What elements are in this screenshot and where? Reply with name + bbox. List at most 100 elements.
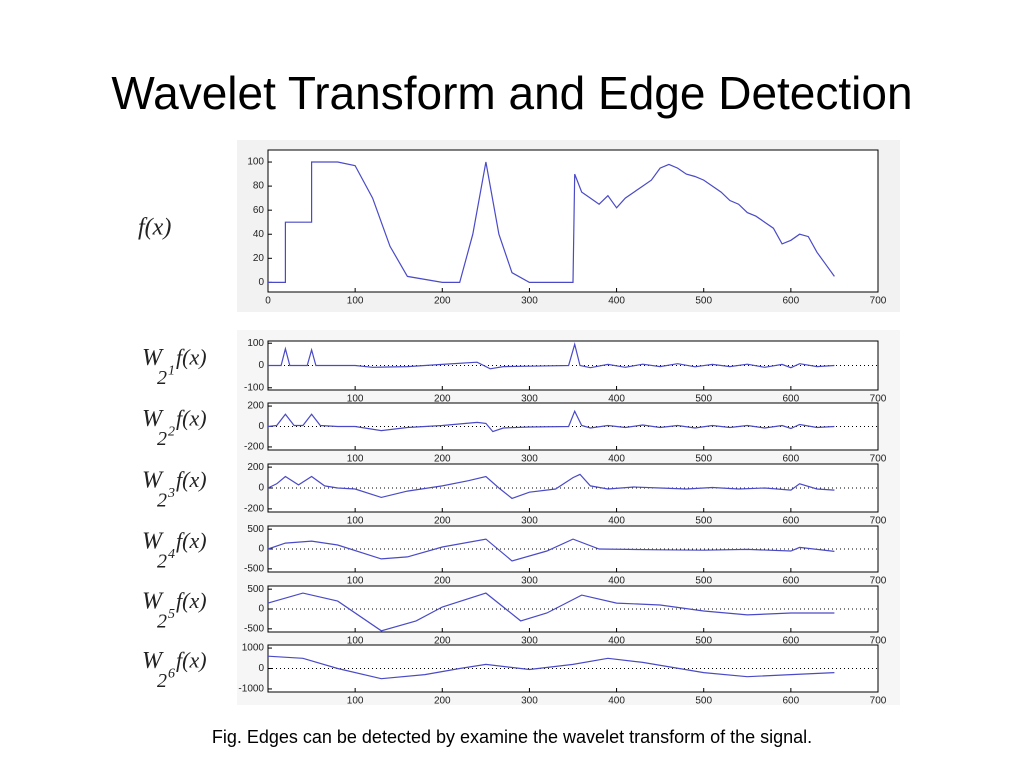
signal-line	[267, 538, 835, 562]
y-tick-label: 0	[258, 421, 264, 432]
x-tick-label: 700	[870, 576, 887, 587]
y-tick-label: 0	[258, 277, 264, 288]
x-tick-label: 500	[695, 576, 712, 587]
ylabel-fx: f(x)	[176, 528, 207, 553]
ylabel: f(x)	[138, 215, 171, 241]
x-tick-label: 0	[265, 296, 271, 307]
ylabel-fx: f(x)	[176, 345, 207, 370]
x-tick-label: 500	[695, 296, 712, 307]
signal-line	[268, 341, 835, 370]
y-tick-label: 1000	[242, 643, 265, 654]
caption: Fig. Edges can be detected by examine th…	[212, 727, 812, 747]
x-tick-label: 500	[695, 696, 712, 707]
signal-line	[267, 473, 835, 500]
ylabel-base: 2	[157, 490, 167, 512]
y-tick-label: -100	[244, 382, 264, 393]
y-tick-label: -1000	[238, 684, 264, 695]
signal-line	[268, 161, 835, 283]
x-tick-label: 100	[347, 296, 364, 307]
y-tick-label: 40	[253, 229, 265, 240]
ylabel-exp: 6	[168, 667, 175, 682]
x-tick-label: 100	[347, 576, 364, 587]
x-tick-label: 400	[608, 454, 625, 465]
ylabel-base: 2	[157, 367, 167, 389]
y-tick-label: 500	[247, 524, 264, 535]
x-tick-label: 400	[608, 576, 625, 587]
y-tick-label: -500	[244, 563, 264, 574]
ylabel-exp: 5	[168, 607, 175, 622]
ylabel-w: W	[142, 345, 164, 371]
x-tick-label: 400	[608, 696, 625, 707]
ylabel-base: 2	[157, 611, 167, 633]
x-tick-label: 700	[870, 394, 887, 405]
ylabel-fx: f(x)	[176, 648, 207, 673]
y-tick-label: 0	[258, 604, 264, 615]
x-tick-label: 100	[347, 636, 364, 647]
ylabel-base: 2	[157, 551, 167, 573]
x-tick-label: 300	[521, 636, 538, 647]
signal-line	[267, 592, 835, 632]
y-tick-label: 80	[253, 181, 265, 192]
ylabel-fx: f(x)	[176, 588, 207, 613]
x-tick-label: 100	[347, 394, 364, 405]
y-tick-label: 0	[258, 483, 264, 494]
x-tick-label: 400	[608, 394, 625, 405]
slide-title: Wavelet Transform and Edge Detection	[111, 67, 912, 119]
x-tick-label: 400	[608, 296, 625, 307]
x-tick-label: 400	[608, 636, 625, 647]
x-tick-label: 600	[783, 454, 800, 465]
x-tick-label: 600	[783, 636, 800, 647]
x-tick-label: 600	[783, 516, 800, 527]
x-tick-label: 500	[695, 394, 712, 405]
x-tick-label: 100	[347, 516, 364, 527]
ylabel-base: 2	[157, 670, 167, 692]
x-tick-label: 500	[695, 454, 712, 465]
ylabel-w: W	[142, 648, 164, 674]
x-tick-label: 200	[434, 696, 451, 707]
x-tick-label: 400	[608, 516, 625, 527]
y-tick-label: 500	[247, 584, 264, 595]
x-tick-label: 300	[521, 576, 538, 587]
y-tick-label: 200	[247, 462, 264, 473]
x-tick-label: 600	[783, 296, 800, 307]
x-tick-label: 600	[783, 696, 800, 707]
y-tick-label: 200	[247, 401, 264, 412]
x-tick-label: 200	[434, 296, 451, 307]
ylabel-w: W	[142, 468, 164, 494]
x-tick-label: 100	[347, 696, 364, 707]
ylabel-fx: f(x)	[176, 406, 207, 431]
x-tick-label: 300	[521, 296, 538, 307]
x-tick-label: 200	[434, 394, 451, 405]
x-tick-label: 200	[434, 454, 451, 465]
y-tick-label: -200	[244, 442, 264, 453]
ylabel-exp: 1	[168, 364, 175, 379]
ylabel-exp: 2	[168, 425, 175, 440]
signal-line	[267, 655, 835, 680]
x-tick-label: 300	[521, 516, 538, 527]
x-tick-label: 300	[521, 696, 538, 707]
y-tick-label: 20	[253, 253, 265, 264]
ylabel-base: 2	[157, 428, 167, 450]
x-tick-label: 700	[870, 636, 887, 647]
x-tick-label: 100	[347, 454, 364, 465]
y-tick-label: 0	[258, 360, 264, 371]
x-tick-label: 300	[521, 454, 538, 465]
x-tick-label: 300	[521, 394, 538, 405]
x-tick-label: 200	[434, 636, 451, 647]
ylabel-exp: 3	[167, 486, 175, 501]
y-tick-label: 0	[258, 663, 264, 674]
x-tick-label: 700	[870, 516, 887, 527]
signal-line	[267, 409, 835, 433]
x-tick-label: 500	[695, 516, 712, 527]
x-tick-label: 200	[434, 516, 451, 527]
y-tick-label: 60	[253, 205, 265, 216]
ylabel-fx: f(x)	[176, 467, 207, 492]
y-tick-label: -500	[244, 623, 264, 634]
ylabel-w: W	[142, 406, 164, 432]
x-tick-label: 600	[783, 394, 800, 405]
ylabel-exp: 4	[168, 547, 175, 562]
x-tick-label: 700	[870, 454, 887, 465]
y-tick-label: 100	[247, 338, 264, 349]
